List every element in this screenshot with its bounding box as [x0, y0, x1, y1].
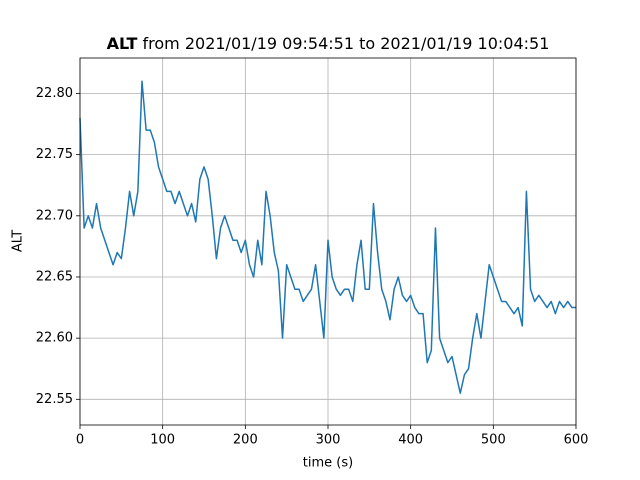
x-tick-label: 200	[233, 433, 258, 448]
x-tick-label: 0	[76, 433, 84, 448]
y-tick-label: 22.70	[36, 208, 73, 223]
y-tick-label: 22.75	[36, 147, 73, 162]
chart-title: ALT from 2021/01/19 09:54:51 to 2021/01/…	[107, 34, 550, 53]
y-tick-label: 22.65	[36, 269, 73, 284]
x-tick-label: 500	[481, 433, 506, 448]
x-axis-label: time (s)	[303, 456, 353, 471]
y-tick-label: 22.60	[36, 331, 73, 346]
data-line	[79, 80, 576, 394]
y-axis-label: ALT	[11, 230, 26, 252]
x-tick-label: 600	[564, 433, 589, 448]
y-tick-label: 22.55	[36, 392, 73, 407]
x-tick-label: 300	[316, 433, 341, 448]
y-tick-label: 22.80	[36, 86, 73, 101]
x-tick-label: 400	[398, 433, 423, 448]
title-bold: ALT	[107, 34, 138, 53]
title-rest: from 2021/01/19 09:54:51 to 2021/01/19 1…	[143, 34, 550, 53]
plot-frame	[79, 57, 577, 426]
x-tick-label: 100	[150, 433, 175, 448]
